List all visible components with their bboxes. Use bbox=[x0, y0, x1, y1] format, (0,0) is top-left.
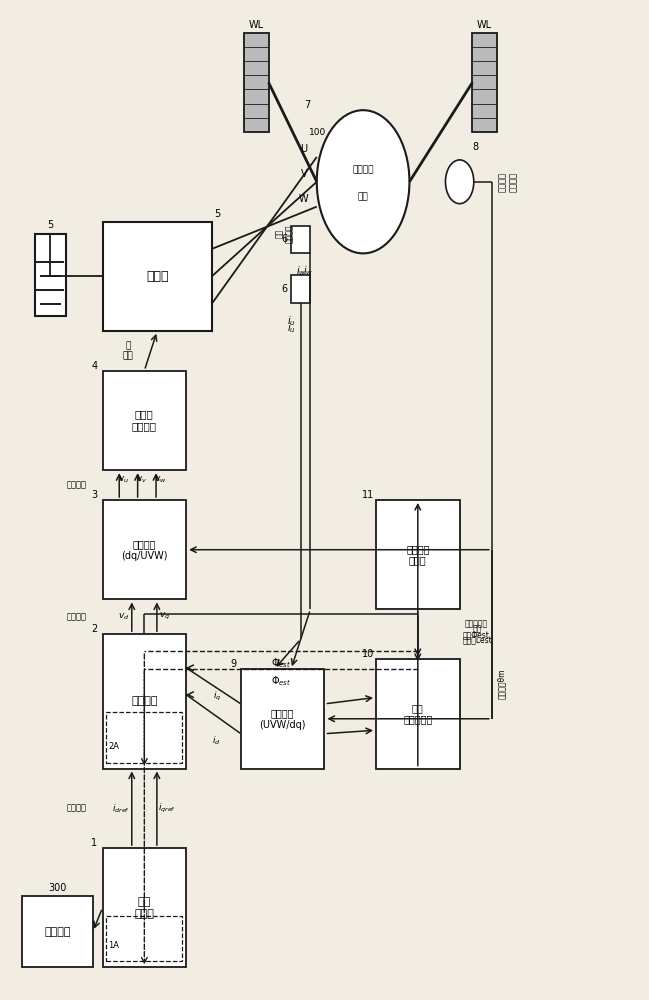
Text: $i_d$: $i_d$ bbox=[212, 734, 221, 747]
Text: 6: 6 bbox=[282, 284, 288, 294]
Text: 通知单元: 通知单元 bbox=[44, 927, 71, 937]
Text: 推定的磁铁
磁通Φest: 推定的磁铁 磁通Φest bbox=[463, 620, 490, 639]
Text: $v_v$: $v_v$ bbox=[136, 475, 147, 485]
Bar bbox=[106, 916, 182, 961]
Text: 3: 3 bbox=[92, 490, 98, 500]
Text: 磁极位置
检测单元: 磁极位置 检测单元 bbox=[498, 172, 518, 192]
Text: 永磁同步: 永磁同步 bbox=[352, 165, 374, 174]
Text: 5: 5 bbox=[47, 220, 53, 230]
Text: $v_u$: $v_u$ bbox=[117, 475, 129, 485]
Text: 2: 2 bbox=[91, 624, 97, 634]
Text: 电流控制: 电流控制 bbox=[131, 696, 158, 706]
Bar bbox=[103, 222, 212, 331]
Bar bbox=[244, 33, 269, 132]
Text: V: V bbox=[300, 169, 307, 179]
Text: $v_q$: $v_q$ bbox=[159, 611, 170, 622]
Text: 等效
电感值Lest: 等效 电感值Lest bbox=[463, 625, 493, 644]
Text: 1A: 1A bbox=[108, 941, 119, 950]
Text: $i_{qref}$: $i_{qref}$ bbox=[158, 802, 176, 815]
Text: 电机: 电机 bbox=[358, 192, 369, 201]
Circle shape bbox=[317, 110, 410, 253]
Text: $i_u$: $i_u$ bbox=[287, 314, 295, 328]
Text: 等效
电感值计测: 等效 电感值计测 bbox=[403, 703, 432, 725]
Text: $i_{dref}$: $i_{dref}$ bbox=[112, 802, 130, 815]
Bar bbox=[22, 896, 93, 967]
Bar bbox=[103, 848, 186, 967]
Text: 电压指令: 电压指令 bbox=[67, 481, 87, 490]
Bar bbox=[472, 33, 497, 132]
Text: 1: 1 bbox=[91, 838, 97, 848]
Text: 上位
控制部: 上位 控制部 bbox=[134, 897, 154, 919]
Text: $\Phi_{est}$: $\Phi_{est}$ bbox=[271, 656, 291, 670]
Text: 100: 100 bbox=[310, 128, 326, 137]
Text: 旋转角度θm: 旋转角度θm bbox=[497, 669, 506, 699]
Text: U: U bbox=[300, 144, 308, 154]
Text: 4: 4 bbox=[92, 361, 98, 371]
Bar bbox=[35, 234, 66, 316]
Text: 2A: 2A bbox=[108, 742, 119, 751]
Text: 门
指令: 门 指令 bbox=[123, 341, 134, 361]
Bar bbox=[291, 275, 310, 303]
Bar bbox=[106, 712, 182, 763]
Text: W: W bbox=[299, 194, 309, 204]
Text: $i_u$: $i_u$ bbox=[287, 321, 295, 335]
Text: 6: 6 bbox=[282, 234, 288, 244]
Text: 电流指令: 电流指令 bbox=[67, 804, 87, 813]
Text: 9: 9 bbox=[230, 659, 236, 669]
Bar bbox=[291, 226, 310, 253]
Circle shape bbox=[445, 160, 474, 204]
Text: 300: 300 bbox=[48, 883, 67, 893]
Text: 磁铁磁通
的推定: 磁铁磁通 的推定 bbox=[406, 544, 430, 565]
Text: $v_d$: $v_d$ bbox=[118, 612, 130, 622]
Bar bbox=[376, 500, 459, 609]
Bar bbox=[103, 500, 186, 599]
Text: WL: WL bbox=[477, 20, 493, 30]
Text: 7: 7 bbox=[304, 100, 310, 110]
Text: 11: 11 bbox=[361, 490, 374, 500]
Bar bbox=[376, 659, 459, 768]
Text: 8: 8 bbox=[472, 142, 479, 152]
Text: WL: WL bbox=[249, 20, 264, 30]
Text: 坐标变换
(UVW/dq): 坐标变换 (UVW/dq) bbox=[260, 708, 306, 730]
Text: $i_w$: $i_w$ bbox=[295, 264, 306, 278]
Text: $v_w$: $v_w$ bbox=[154, 475, 166, 485]
Text: 电压指令: 电压指令 bbox=[67, 612, 87, 621]
Bar bbox=[103, 634, 186, 768]
Text: 10: 10 bbox=[361, 649, 374, 659]
Text: $i_w$: $i_w$ bbox=[303, 264, 313, 278]
Text: $i_q$: $i_q$ bbox=[213, 690, 221, 703]
Text: 电流
检测单元: 电流 检测单元 bbox=[275, 224, 294, 243]
Text: 坐标变换
(dq/UVW): 坐标变换 (dq/UVW) bbox=[121, 539, 167, 561]
Text: $\Phi_{est}$: $\Phi_{est}$ bbox=[271, 674, 291, 688]
Bar bbox=[241, 669, 324, 768]
Text: 逆变器: 逆变器 bbox=[146, 270, 169, 283]
Text: 三角波
脉宽调制: 三角波 脉宽调制 bbox=[132, 410, 157, 431]
Text: 5: 5 bbox=[214, 209, 220, 219]
Bar bbox=[103, 371, 186, 470]
